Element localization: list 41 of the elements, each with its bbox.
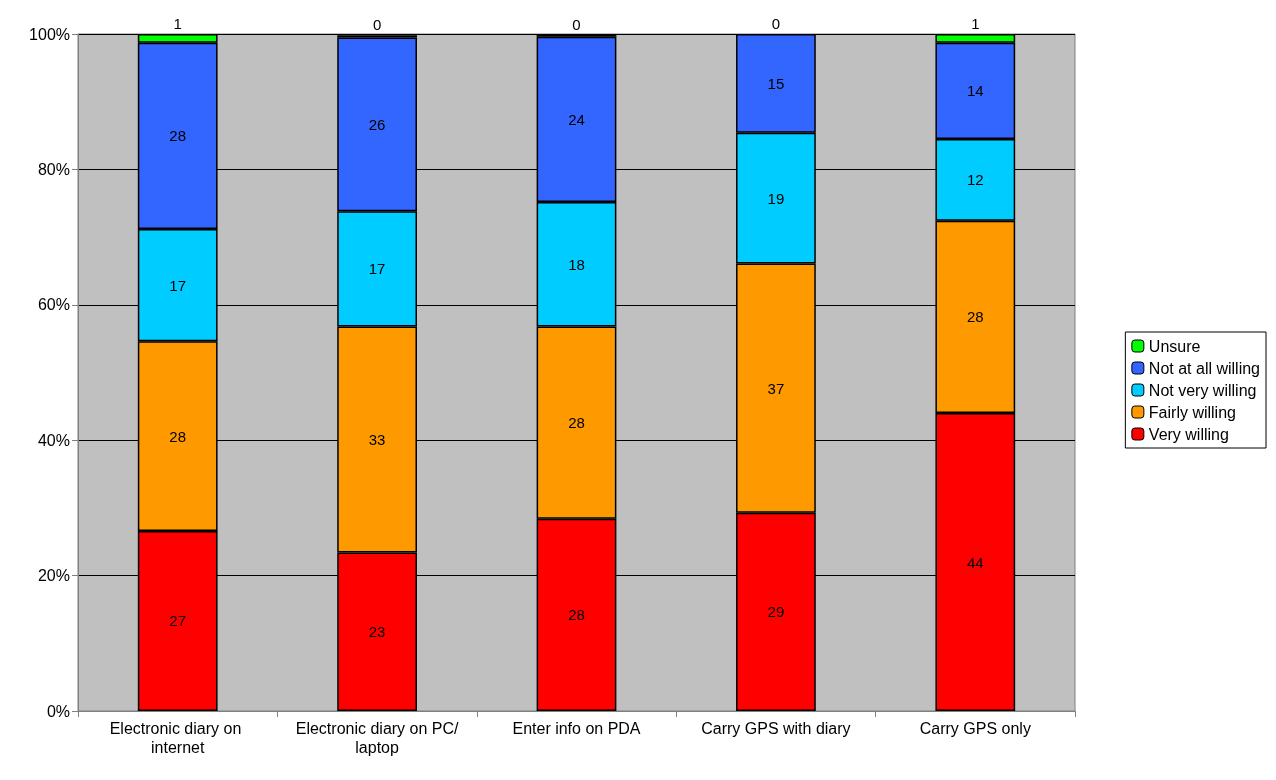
data-label: 26: [368, 115, 386, 133]
data-label: 17: [169, 276, 187, 294]
data-label: 28: [966, 308, 984, 326]
x-tick-label: Enter info on PDA: [512, 720, 641, 737]
data-label: 18: [568, 255, 585, 273]
data-label: 33: [368, 431, 386, 449]
x-tick-label: Electronic diary on PC/laptop: [295, 720, 460, 756]
legend-label: Unsure: [1148, 337, 1201, 355]
data-label: 29: [767, 603, 785, 621]
y-tick-label: 0%: [46, 702, 70, 720]
legend-label: Not very willing: [1148, 381, 1257, 399]
data-label: 12: [966, 171, 984, 189]
data-label: 15: [767, 74, 785, 92]
data-label: 28: [568, 414, 585, 432]
legend-label: Fairly willing: [1148, 403, 1236, 421]
data-label: 19: [767, 189, 785, 207]
y-tick-label: 80%: [37, 160, 70, 178]
data-label: 0: [771, 15, 781, 32]
data-label: 28: [169, 427, 187, 445]
data-label: 0: [572, 15, 581, 33]
data-label: 27: [169, 612, 187, 630]
data-label: 1: [173, 15, 182, 32]
legend-label: Not at all willing: [1148, 359, 1260, 377]
data-label: 0: [372, 16, 382, 34]
y-tick-label: 60%: [37, 296, 70, 314]
data-label: 28: [568, 606, 585, 624]
y-tick-label: 20%: [37, 567, 70, 585]
data-label: 23: [368, 623, 386, 641]
data-label: 14: [966, 82, 984, 100]
data-label: 44: [966, 553, 984, 571]
data-label: 24: [568, 110, 585, 128]
data-label: 28: [169, 127, 187, 145]
y-tick-label: 100%: [29, 25, 70, 43]
legend-label: Very willing: [1148, 425, 1229, 443]
data-label: 37: [767, 379, 785, 397]
data-label: 1: [971, 15, 980, 32]
x-tick-label: Carry GPS with diary: [701, 720, 851, 737]
x-tick-label: Electronic diary on internet: [109, 720, 246, 756]
data-label: 17: [368, 260, 386, 278]
y-tick-label: 40%: [37, 431, 70, 449]
x-tick-label: Carry GPS only: [919, 720, 1031, 737]
